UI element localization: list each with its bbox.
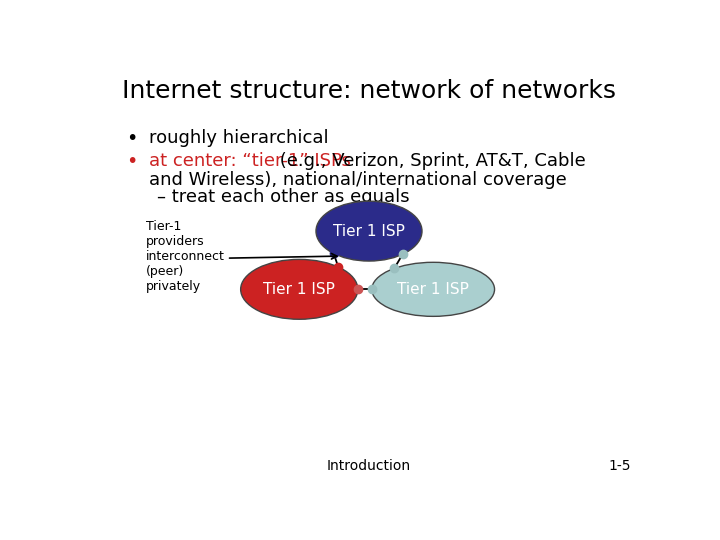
Text: (e.g., Verizon, Sprint, AT&T, Cable: (e.g., Verizon, Sprint, AT&T, Cable [274, 152, 586, 170]
Text: Introduction: Introduction [327, 459, 411, 473]
Ellipse shape [316, 201, 422, 261]
Text: at center: “tier-1” ISPs: at center: “tier-1” ISPs [148, 152, 351, 170]
Text: Tier 1 ISP: Tier 1 ISP [397, 282, 469, 297]
Ellipse shape [240, 259, 358, 319]
Text: and Wireless), national/international coverage: and Wireless), national/international co… [148, 171, 567, 189]
Text: •: • [126, 129, 138, 149]
Text: – treat each other as equals: – treat each other as equals [157, 188, 410, 206]
Text: roughly hierarchical: roughly hierarchical [148, 129, 328, 147]
Text: •: • [126, 152, 138, 171]
Text: 1-5: 1-5 [609, 459, 631, 473]
Ellipse shape [372, 262, 495, 316]
Text: Tier 1 ISP: Tier 1 ISP [264, 282, 336, 297]
Text: Internet structure: network of networks: Internet structure: network of networks [122, 79, 616, 103]
Text: Tier-1
providers
interconnect
(peer)
privately: Tier-1 providers interconnect (peer) pri… [145, 220, 225, 293]
Text: Tier 1 ISP: Tier 1 ISP [333, 224, 405, 239]
